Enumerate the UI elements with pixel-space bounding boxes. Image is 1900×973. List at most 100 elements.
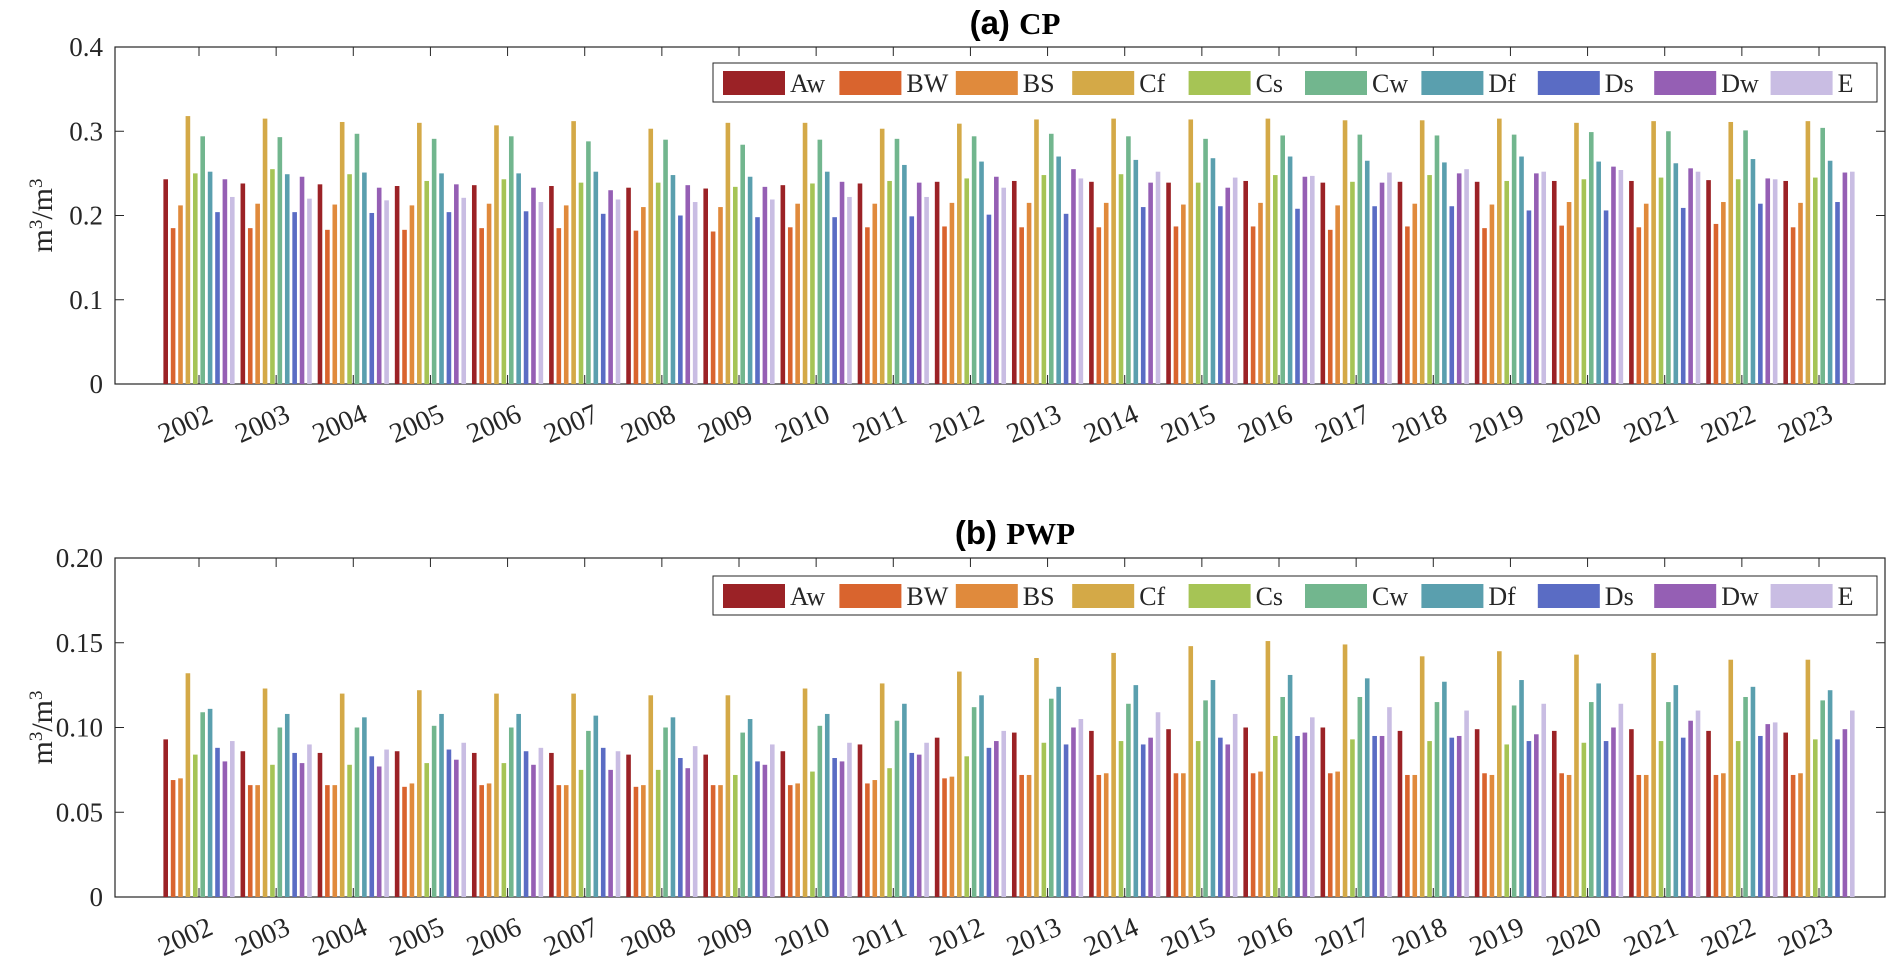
x-tick-label: 2019 — [1465, 912, 1529, 963]
bar-bs-2010 — [795, 203, 800, 384]
bar-dw-2011 — [916, 182, 922, 384]
bar-e-2006 — [538, 202, 544, 384]
bar-e-2023 — [1850, 171, 1855, 384]
bar-bs-2016 — [1258, 202, 1263, 384]
bar-aw-2002 — [163, 739, 168, 897]
bar-cf-2002 — [185, 116, 191, 385]
bar-e-2012 — [1001, 187, 1007, 384]
bar-df-2015 — [1210, 680, 1216, 897]
bar-bs-2011 — [872, 780, 878, 897]
bar-e-2017 — [1387, 172, 1392, 384]
bar-dw-2014 — [1148, 182, 1153, 384]
bar-cw-2015 — [1203, 700, 1208, 897]
bar-bw-2008 — [633, 230, 639, 384]
bar-ds-2004 — [369, 756, 375, 897]
bar-bs-2018 — [1412, 203, 1418, 384]
bar-ds-2006 — [523, 211, 529, 384]
bar-cw-2007 — [586, 141, 591, 384]
bar-bs-2004 — [332, 785, 338, 897]
bar-cf-2021 — [1651, 121, 1656, 384]
x-tick-label: 2005 — [385, 912, 449, 963]
bar-cs-2002 — [193, 173, 198, 384]
bar-bs-2006 — [486, 203, 492, 384]
legend-swatch-aw — [723, 584, 785, 608]
bar-cs-2010 — [810, 183, 815, 384]
bar-bs-2003 — [255, 203, 260, 384]
legend-swatch-e — [1770, 584, 1833, 608]
bar-cs-2017 — [1350, 181, 1355, 384]
bar-cf-2018 — [1419, 120, 1425, 385]
bar-ds-2008 — [678, 758, 683, 897]
bar-cf-2022 — [1728, 659, 1734, 897]
x-tick-label: 2023 — [1774, 399, 1838, 450]
bar-cs-2005 — [424, 180, 430, 384]
bar-df-2020 — [1596, 161, 1601, 384]
bar-aw-2009 — [703, 188, 708, 384]
bar-df-2003 — [284, 174, 290, 384]
bar-cs-2013 — [1041, 742, 1047, 897]
bar-cw-2021 — [1666, 702, 1671, 897]
bar-e-2018 — [1464, 710, 1469, 897]
bar-e-2018 — [1464, 169, 1469, 384]
panel-title: PWP — [1006, 516, 1075, 551]
legend-label-ds: Ds — [1605, 582, 1634, 611]
bar-e-2011 — [924, 742, 929, 897]
bar-ds-2017 — [1372, 206, 1377, 384]
bar-aw-2023 — [1783, 180, 1788, 384]
x-tick-label: 2014 — [1079, 399, 1143, 450]
bar-e-2019 — [1541, 171, 1547, 384]
legend-label-cw: Cw — [1372, 69, 1408, 98]
y-axis-label-part: 3 — [26, 178, 47, 188]
chart-title: (a) CP — [970, 4, 1061, 41]
x-tick-label: 2020 — [1542, 399, 1606, 450]
bar-cs-2013 — [1041, 175, 1047, 384]
bar-ds-2023 — [1835, 739, 1840, 897]
bar-df-2013 — [1056, 156, 1061, 384]
bar-cf-2012 — [957, 671, 962, 897]
bar-aw-2015 — [1166, 729, 1171, 897]
bar-bs-2005 — [409, 205, 415, 384]
bar-cf-2015 — [1188, 119, 1194, 384]
bar-cs-2015 — [1195, 182, 1201, 384]
bar-cf-2006 — [494, 693, 499, 897]
bar-ds-2012 — [986, 747, 992, 897]
bar-ds-2013 — [1063, 213, 1069, 384]
bar-df-2016 — [1287, 674, 1293, 897]
bar-bw-2002 — [170, 228, 176, 384]
bar-cw-2015 — [1203, 138, 1208, 384]
bar-bw-2009 — [710, 785, 716, 897]
x-tick-label: 2009 — [694, 912, 758, 963]
bar-bs-2022 — [1721, 773, 1726, 897]
bar-e-2003 — [307, 744, 312, 897]
bar-cw-2005 — [431, 725, 437, 897]
bar-cw-2018 — [1434, 702, 1440, 897]
bar-cf-2018 — [1419, 656, 1425, 897]
legend-swatch-bw — [839, 584, 902, 608]
bar-e-2015 — [1232, 177, 1238, 384]
bar-aw-2013 — [1011, 732, 1017, 897]
bar-dw-2014 — [1148, 737, 1153, 897]
bar-cf-2017 — [1342, 644, 1348, 897]
chart-title: (b) PWP — [955, 514, 1075, 551]
bar-cf-2016 — [1265, 641, 1271, 897]
bar-dw-2015 — [1225, 744, 1231, 897]
bar-df-2008 — [670, 717, 676, 897]
bar-bw-2013 — [1019, 227, 1024, 384]
bar-ds-2013 — [1063, 744, 1069, 897]
bar-aw-2021 — [1629, 729, 1634, 897]
bar-cw-2023 — [1820, 127, 1825, 384]
bar-e-2017 — [1387, 707, 1392, 897]
bar-bs-2012 — [949, 202, 955, 384]
bar-e-2002 — [230, 196, 235, 384]
y-axis-label: m3/m3 — [26, 690, 60, 764]
bar-df-2013 — [1056, 686, 1061, 897]
bar-e-2010 — [847, 742, 852, 897]
bar-bw-2019 — [1482, 773, 1487, 897]
x-tick-label: 2002 — [154, 399, 218, 450]
bar-e-2013 — [1078, 178, 1084, 384]
bar-cf-2008 — [648, 128, 654, 384]
bar-cs-2019 — [1504, 744, 1510, 897]
bar-cw-2010 — [817, 139, 823, 384]
bar-aw-2004 — [317, 752, 323, 897]
bar-aw-2017 — [1320, 727, 1326, 897]
